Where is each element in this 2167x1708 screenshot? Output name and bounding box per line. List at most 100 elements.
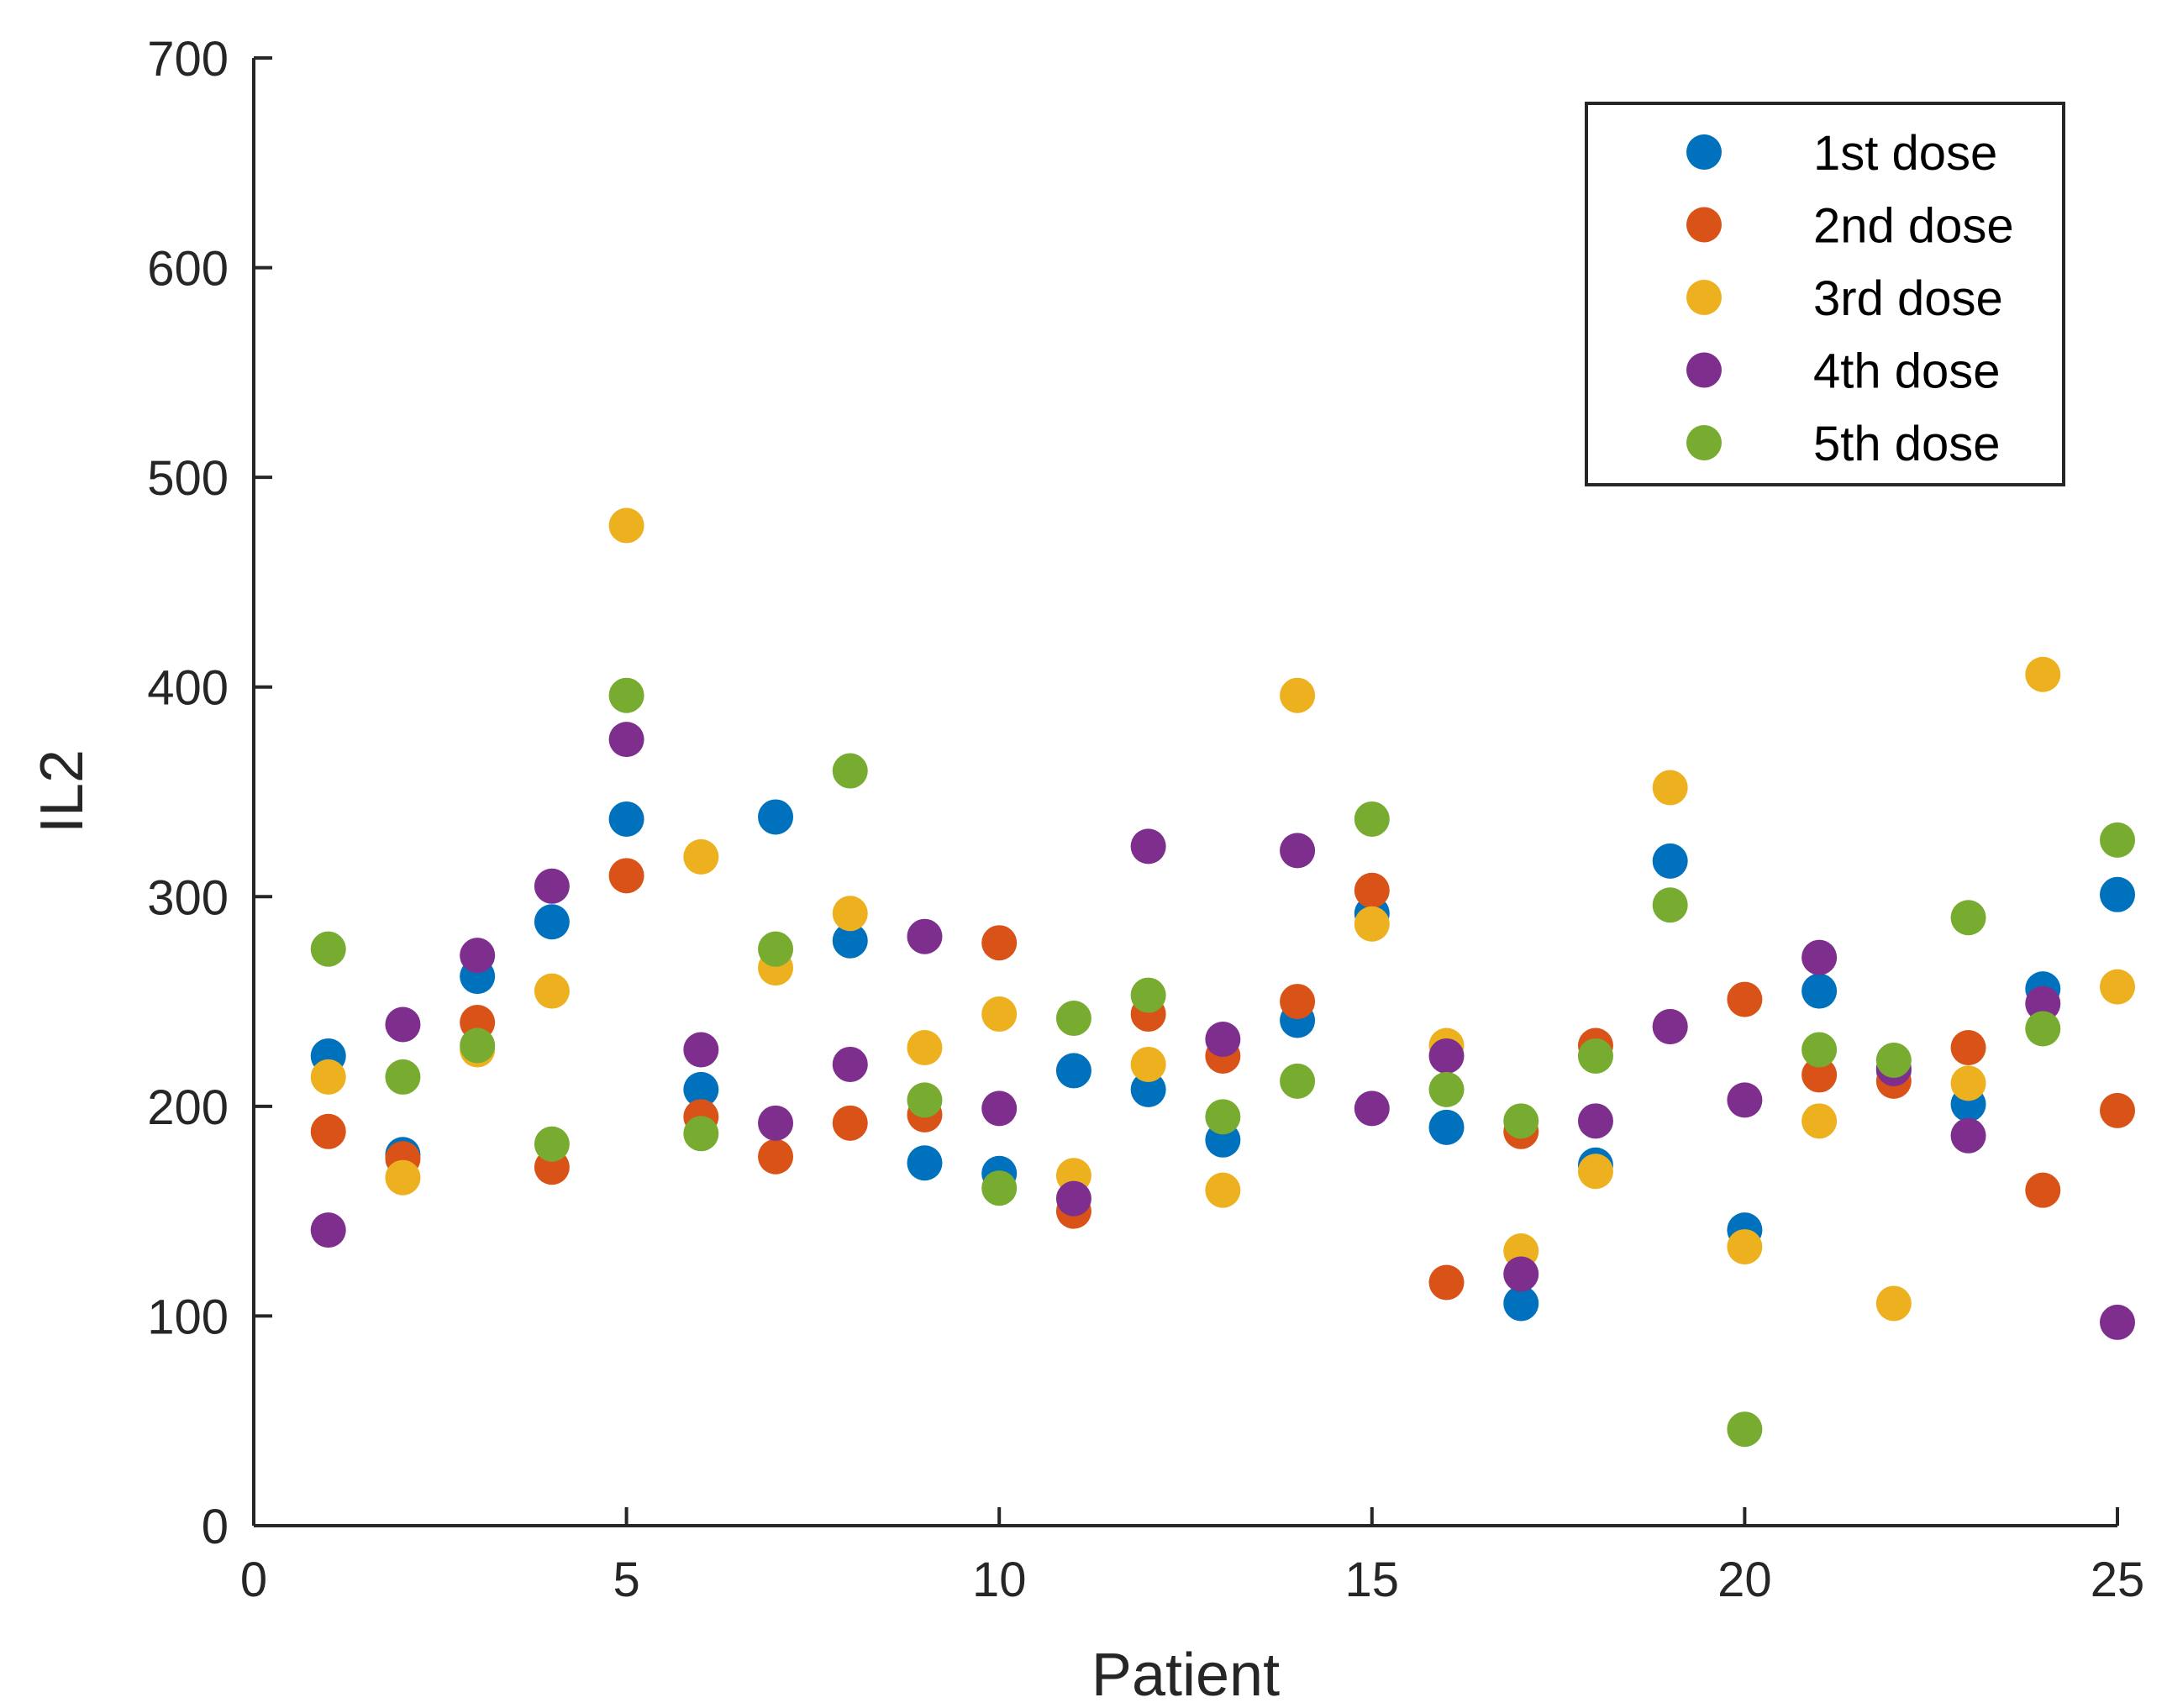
data-point (2025, 1011, 2061, 1047)
data-point (1652, 1009, 1688, 1045)
data-point (2100, 876, 2135, 912)
data-point (832, 1105, 868, 1141)
data-point (907, 918, 943, 954)
data-point (1130, 1046, 1166, 1082)
data-point (1577, 1038, 1613, 1074)
data-point (907, 1082, 943, 1118)
data-point (1055, 1053, 1091, 1089)
data-point (1727, 1411, 1763, 1448)
data-point (534, 1126, 570, 1162)
data-point (1801, 1032, 1838, 1068)
axes (252, 58, 2117, 1527)
data-point (832, 896, 868, 932)
series-4 (310, 722, 2135, 1340)
data-point (1503, 1285, 1539, 1322)
data-point (1280, 984, 1316, 1020)
x-axis-title: Patient (1091, 1642, 1280, 1708)
data-point (608, 858, 644, 894)
data-point (1950, 1029, 1986, 1065)
series-2 (310, 858, 2135, 1301)
data-point (1727, 1229, 1763, 1265)
data-point (1577, 1103, 1613, 1139)
data-point (1727, 1082, 1763, 1118)
data-point (683, 1032, 719, 1068)
data-point (1428, 1264, 1465, 1301)
data-point (832, 922, 868, 959)
x-ticks: 0 5 10 15 20 25 (240, 1507, 2144, 1607)
data-point (2100, 969, 2135, 1005)
data-point (2025, 1172, 2061, 1208)
series-1 (310, 799, 2135, 1322)
data-point (1280, 1063, 1316, 1099)
data-point (1727, 981, 1763, 1017)
data-point (981, 925, 1018, 961)
legend-marker (1686, 352, 1722, 388)
data-point (1354, 906, 1390, 942)
data-point (2025, 656, 2061, 692)
data-point (832, 753, 868, 789)
data-point (1354, 801, 1390, 837)
data-point (981, 996, 1018, 1033)
data-point (907, 1145, 943, 1181)
y-tick-label: 200 (147, 1080, 229, 1135)
data-point (385, 1059, 421, 1095)
y-tick-label: 0 (202, 1500, 229, 1554)
data-point (981, 1090, 1018, 1127)
data-point (907, 1029, 943, 1065)
data-point (683, 1116, 719, 1152)
data-point (683, 1071, 719, 1107)
legend-marker (1686, 134, 1722, 170)
legend-marker (1686, 207, 1722, 243)
data-point (460, 1027, 496, 1064)
data-point (1652, 887, 1688, 923)
legend-marker (1686, 280, 1722, 315)
data-point (758, 799, 794, 835)
data-point (2100, 822, 2135, 858)
x-tick-label: 0 (240, 1553, 267, 1607)
x-tick-label: 20 (1717, 1553, 1772, 1607)
data-point (758, 1105, 794, 1141)
y-tick-label: 600 (147, 242, 229, 297)
data-point (1801, 1057, 1838, 1093)
data-point (1428, 1038, 1465, 1074)
data-point (1503, 1256, 1539, 1292)
data-point (1577, 1154, 1613, 1190)
y-tick-label: 100 (147, 1290, 229, 1344)
x-tick-label: 5 (613, 1553, 639, 1607)
data-point (981, 1170, 1018, 1206)
data-point (683, 838, 719, 875)
data-point (608, 677, 644, 713)
series-3 (310, 507, 2135, 1322)
x-tick-label: 15 (1345, 1553, 1400, 1607)
data-point (608, 722, 644, 758)
legend-label: 4th dose (1813, 344, 2001, 399)
data-point (1801, 973, 1838, 1009)
y-tick-label: 400 (147, 661, 229, 716)
legend-label: 3rd dose (1813, 271, 2003, 326)
data-point (1428, 1071, 1465, 1107)
legend-label: 2nd dose (1813, 199, 2014, 254)
data-point (385, 1159, 421, 1196)
data-point (1354, 872, 1390, 908)
data-point (310, 1113, 346, 1149)
legend-label: 5th dose (1813, 417, 2001, 471)
data-points (310, 507, 2135, 1448)
data-point (608, 801, 644, 837)
data-point (1130, 1071, 1166, 1107)
data-point (1801, 1103, 1838, 1139)
legend: 1st dose 2nd dose 3rd dose 4th dose 5th dose (1585, 102, 2065, 486)
data-point (1130, 828, 1166, 865)
data-point (1055, 1001, 1091, 1037)
data-point (1875, 1042, 1912, 1078)
data-point (832, 1046, 868, 1082)
x-tick-label: 10 (972, 1553, 1027, 1607)
y-tick-label: 500 (147, 451, 229, 506)
y-axis-title: IL2 (29, 749, 96, 833)
data-point (1950, 1065, 1986, 1101)
data-point (2100, 1092, 2135, 1128)
data-point (385, 1006, 421, 1043)
data-point (2025, 985, 2061, 1022)
data-point (1205, 1021, 1241, 1057)
data-point (310, 1212, 346, 1248)
